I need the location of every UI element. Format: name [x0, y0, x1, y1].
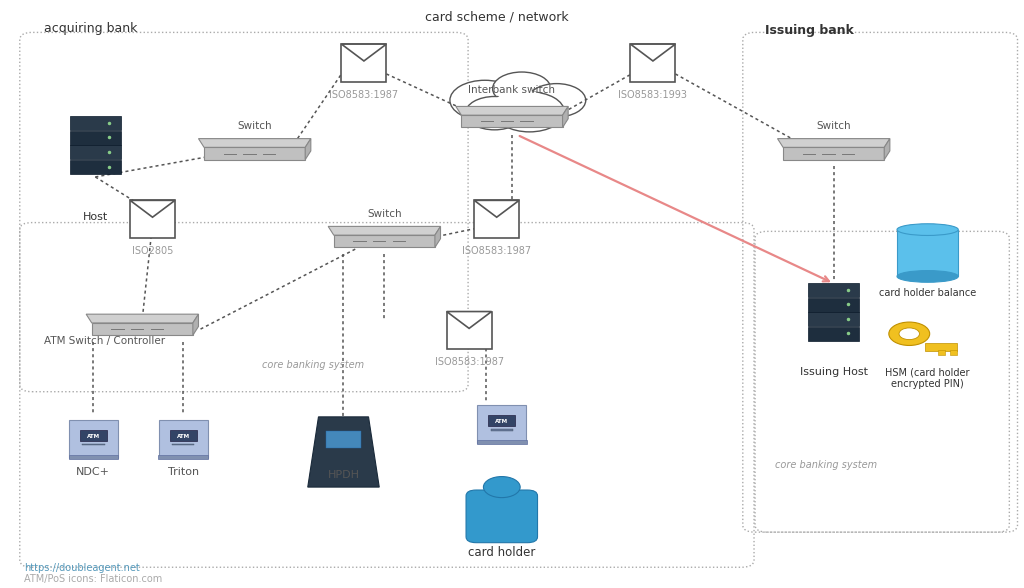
Polygon shape [199, 139, 311, 148]
FancyBboxPatch shape [172, 443, 195, 445]
Text: Interbank switch: Interbank switch [469, 85, 555, 95]
Circle shape [527, 83, 586, 117]
FancyBboxPatch shape [808, 327, 859, 341]
Text: ATM Switch / Controller: ATM Switch / Controller [44, 336, 166, 346]
Polygon shape [456, 106, 568, 115]
FancyBboxPatch shape [897, 229, 958, 276]
FancyBboxPatch shape [477, 440, 526, 444]
Text: ISO8583:1987: ISO8583:1987 [462, 246, 531, 256]
Ellipse shape [897, 224, 958, 235]
Polygon shape [446, 312, 492, 328]
Polygon shape [474, 201, 519, 217]
Text: core banking system: core banking system [262, 360, 364, 370]
Text: ISO8583:1993: ISO8583:1993 [618, 90, 687, 100]
Polygon shape [92, 323, 193, 335]
Polygon shape [305, 139, 311, 160]
FancyBboxPatch shape [170, 430, 197, 441]
Polygon shape [462, 115, 562, 128]
Circle shape [466, 96, 523, 130]
FancyBboxPatch shape [159, 455, 208, 459]
FancyBboxPatch shape [326, 431, 361, 449]
FancyBboxPatch shape [69, 455, 118, 459]
FancyBboxPatch shape [82, 443, 104, 445]
Polygon shape [885, 139, 890, 160]
Polygon shape [562, 106, 568, 128]
Circle shape [450, 81, 520, 121]
Text: ATM: ATM [87, 434, 100, 439]
FancyBboxPatch shape [938, 350, 945, 355]
Text: HSM (card holder
encrypted PIN): HSM (card holder encrypted PIN) [886, 368, 970, 389]
Polygon shape [631, 44, 676, 82]
Polygon shape [334, 235, 435, 248]
Text: ATM: ATM [176, 434, 189, 439]
Polygon shape [783, 148, 885, 160]
FancyBboxPatch shape [808, 312, 859, 326]
Text: Issuing bank: Issuing bank [765, 24, 854, 36]
Circle shape [493, 72, 551, 105]
Polygon shape [130, 201, 175, 217]
Text: card scheme / network: card scheme / network [425, 10, 568, 23]
Polygon shape [777, 139, 890, 148]
FancyBboxPatch shape [159, 420, 208, 457]
Text: card holder: card holder [468, 546, 536, 559]
Text: Switch: Switch [367, 209, 401, 219]
Text: HPDH: HPDH [328, 470, 359, 480]
Text: Host: Host [83, 212, 108, 222]
Polygon shape [341, 44, 386, 82]
FancyBboxPatch shape [950, 350, 957, 355]
Text: core banking system: core banking system [775, 460, 878, 470]
Polygon shape [130, 201, 175, 238]
FancyBboxPatch shape [70, 116, 121, 130]
Polygon shape [435, 226, 440, 248]
Polygon shape [446, 312, 492, 349]
Polygon shape [341, 44, 386, 61]
FancyBboxPatch shape [80, 430, 106, 441]
Text: https://doubleagent.net: https://doubleagent.net [24, 563, 139, 573]
Circle shape [495, 92, 564, 132]
Text: card holder balance: card holder balance [879, 288, 976, 298]
Polygon shape [204, 148, 305, 160]
Text: Switch: Switch [816, 121, 851, 131]
Text: ISO8583:1987: ISO8583:1987 [330, 90, 398, 100]
Text: Switch: Switch [238, 121, 272, 131]
FancyBboxPatch shape [488, 415, 515, 426]
Ellipse shape [897, 270, 958, 282]
Text: ISO2805: ISO2805 [132, 246, 173, 256]
Polygon shape [308, 417, 379, 487]
Polygon shape [328, 226, 440, 235]
FancyBboxPatch shape [70, 160, 121, 174]
FancyBboxPatch shape [490, 429, 513, 431]
Text: Issuing Host: Issuing Host [800, 367, 867, 377]
Circle shape [889, 322, 930, 346]
FancyBboxPatch shape [466, 490, 538, 543]
Polygon shape [86, 314, 199, 323]
FancyBboxPatch shape [70, 145, 121, 159]
FancyBboxPatch shape [808, 298, 859, 312]
Text: ATM: ATM [496, 419, 508, 425]
FancyBboxPatch shape [69, 420, 118, 457]
FancyBboxPatch shape [925, 343, 957, 351]
Circle shape [483, 476, 520, 497]
FancyBboxPatch shape [70, 131, 121, 145]
FancyBboxPatch shape [477, 406, 526, 443]
Text: acquiring bank: acquiring bank [44, 22, 137, 35]
Text: NDC+: NDC+ [77, 467, 111, 477]
FancyBboxPatch shape [808, 283, 859, 297]
Circle shape [899, 328, 920, 340]
Text: Triton: Triton [168, 467, 199, 477]
Text: ATM/PoS icons: Flaticon.com: ATM/PoS icons: Flaticon.com [24, 574, 162, 584]
Polygon shape [474, 201, 519, 238]
Polygon shape [631, 44, 676, 61]
Polygon shape [193, 314, 199, 335]
Text: ISO8583:1987: ISO8583:1987 [434, 357, 504, 367]
Circle shape [493, 90, 551, 123]
